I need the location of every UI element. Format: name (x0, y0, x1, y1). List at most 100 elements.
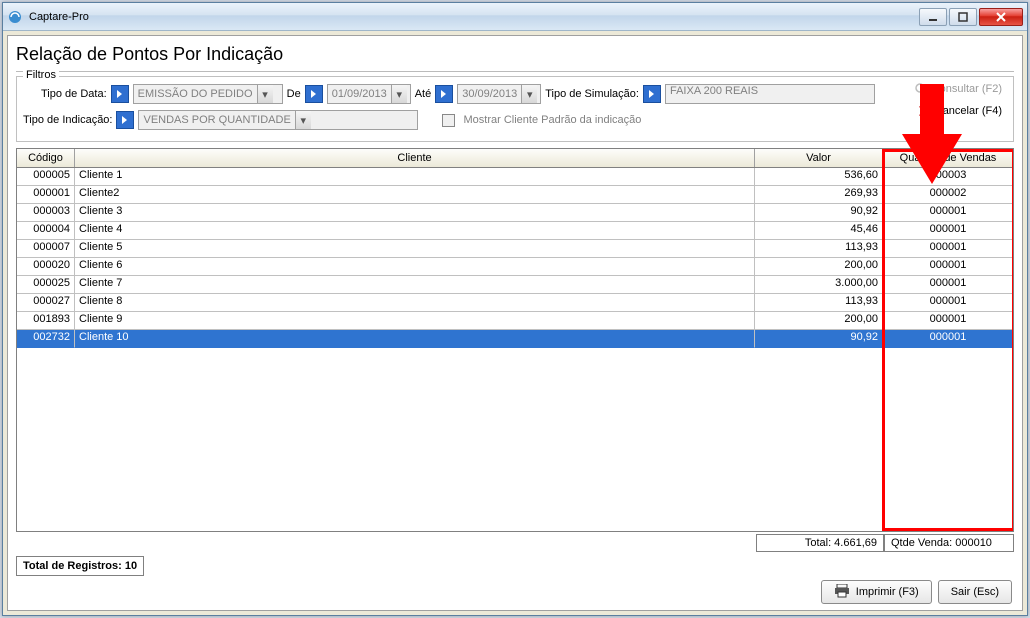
filters-legend: Filtros (23, 69, 59, 81)
table-row[interactable]: 000020Cliente 6200,00000001 (17, 258, 1013, 276)
cell-qtd: 000001 (883, 258, 1013, 276)
cell-codigo: 002732 (17, 330, 75, 348)
cell-cliente: Cliente 10 (75, 330, 755, 348)
cell-cliente: Cliente 4 (75, 222, 755, 240)
cancelar-button[interactable]: Cancelar (F4) (912, 102, 1009, 120)
cell-cliente: Cliente 1 (75, 168, 755, 186)
data-table: Código Cliente Valor Quantidade Vendas 0… (16, 148, 1014, 532)
table-row[interactable]: 000003Cliente 390,92000001 (17, 204, 1013, 222)
cell-cliente: Cliente 6 (75, 258, 755, 276)
table-row[interactable]: 000027Cliente 8113,93000001 (17, 294, 1013, 312)
cell-qtd: 000003 (883, 168, 1013, 186)
cell-qtd: 000001 (883, 294, 1013, 312)
th-codigo[interactable]: Código (17, 149, 75, 167)
cell-qtd: 000001 (883, 312, 1013, 330)
ate-value: 30/09/2013 (458, 88, 521, 100)
printer-icon (834, 584, 850, 601)
sair-button[interactable]: Sair (Esc) (938, 580, 1012, 604)
total-valor: Total: 4.661,69 (756, 534, 884, 552)
cell-cliente: Cliente2 (75, 186, 755, 204)
cell-valor: 536,60 (755, 168, 883, 186)
cell-codigo: 000007 (17, 240, 75, 258)
minimize-button[interactable] (919, 8, 947, 26)
app-icon (7, 9, 23, 25)
table-row[interactable]: 000005Cliente 1536,60000003 (17, 168, 1013, 186)
filter-actions: Consultar (F2) Cancelar (F4) (907, 79, 1009, 120)
cell-codigo: 001893 (17, 312, 75, 330)
tipo-ind-combo[interactable]: VENDAS POR QUANTIDADE ▾ (138, 110, 418, 130)
imprimir-button[interactable]: Imprimir (F3) (821, 580, 932, 604)
sair-label: Sair (Esc) (951, 586, 999, 598)
close-button[interactable] (979, 8, 1023, 26)
arrow-icon[interactable] (111, 85, 129, 103)
cell-valor: 45,46 (755, 222, 883, 240)
tipo-data-value: EMISSÃO DO PEDIDO (134, 88, 257, 100)
content-area: Relação de Pontos Por Indicação Filtros … (7, 35, 1023, 611)
table-row[interactable]: 000001Cliente2269,93000002 (17, 186, 1013, 204)
ate-date-combo[interactable]: 30/09/2013 ▾ (457, 84, 541, 104)
window-buttons (919, 8, 1023, 26)
mostrar-padrao-checkbox[interactable] (442, 114, 455, 127)
cell-codigo: 000027 (17, 294, 75, 312)
cell-codigo: 000004 (17, 222, 75, 240)
cell-qtd: 000001 (883, 276, 1013, 294)
cell-valor: 200,00 (755, 312, 883, 330)
table-row[interactable]: 002732Cliente 1090,92000001 (17, 330, 1013, 348)
cell-qtd: 000001 (883, 222, 1013, 240)
cell-codigo: 000003 (17, 204, 75, 222)
tipo-sim-input[interactable]: FAIXA 200 REAIS (665, 84, 875, 104)
th-valor[interactable]: Valor (755, 149, 883, 167)
bottom-bar: Imprimir (F3) Sair (Esc) (16, 576, 1014, 604)
ate-label: Até (415, 88, 432, 100)
arrow-icon[interactable] (435, 85, 453, 103)
cell-qtd: 000001 (883, 204, 1013, 222)
cell-codigo: 000005 (17, 168, 75, 186)
chevron-down-icon: ▾ (257, 85, 273, 103)
cell-codigo: 000001 (17, 186, 75, 204)
chevron-down-icon: ▾ (391, 85, 407, 103)
tipo-data-label: Tipo de Data: (41, 88, 107, 100)
table-row[interactable]: 001893Cliente 9200,00000001 (17, 312, 1013, 330)
cell-codigo: 000020 (17, 258, 75, 276)
registros-count: Total de Registros: 10 (16, 556, 144, 576)
cell-cliente: Cliente 9 (75, 312, 755, 330)
mostrar-padrao-label: Mostrar Cliente Padrão da indicação (463, 114, 641, 126)
maximize-button[interactable] (949, 8, 977, 26)
cancel-icon (919, 105, 931, 117)
table-row[interactable]: 000007Cliente 5113,93000001 (17, 240, 1013, 258)
chevron-down-icon: ▾ (295, 111, 311, 129)
cell-qtd: 000001 (883, 240, 1013, 258)
cancelar-label: Cancelar (F4) (935, 105, 1002, 117)
filter-row-1: Tipo de Data: EMISSÃO DO PEDIDO ▾ De 01/… (23, 83, 1007, 105)
table-header: Código Cliente Valor Quantidade Vendas (17, 149, 1013, 168)
cell-cliente: Cliente 7 (75, 276, 755, 294)
th-cliente[interactable]: Cliente (75, 149, 755, 167)
tipo-ind-value: VENDAS POR QUANTIDADE (139, 114, 294, 126)
table-row[interactable]: 000004Cliente 445,46000001 (17, 222, 1013, 240)
app-window: Captare-Pro Relação de Pontos Por Indica… (2, 2, 1028, 616)
imprimir-label: Imprimir (F3) (856, 586, 919, 598)
arrow-icon[interactable] (643, 85, 661, 103)
de-value: 01/09/2013 (328, 88, 391, 100)
th-qtd[interactable]: Quantidade Vendas (883, 149, 1013, 167)
titlebar[interactable]: Captare-Pro (3, 3, 1027, 31)
table-row[interactable]: 000025Cliente 73.000,00000001 (17, 276, 1013, 294)
cell-valor: 113,93 (755, 240, 883, 258)
totals-row: Total: 4.661,69 Qtde Venda: 000010 (16, 532, 1014, 554)
de-date-combo[interactable]: 01/09/2013 ▾ (327, 84, 411, 104)
cell-cliente: Cliente 5 (75, 240, 755, 258)
consultar-button[interactable]: Consultar (F2) (907, 79, 1009, 99)
cell-valor: 200,00 (755, 258, 883, 276)
tipo-data-combo[interactable]: EMISSÃO DO PEDIDO ▾ (133, 84, 283, 104)
tipo-sim-label: Tipo de Simulação: (545, 88, 639, 100)
arrow-icon[interactable] (305, 85, 323, 103)
de-label: De (287, 88, 301, 100)
chevron-down-icon: ▾ (521, 85, 537, 103)
cell-valor: 90,92 (755, 330, 883, 348)
cell-valor: 90,92 (755, 204, 883, 222)
cell-cliente: Cliente 3 (75, 204, 755, 222)
filter-row-2: Tipo de Indicação: VENDAS POR QUANTIDADE… (23, 109, 1007, 131)
arrow-icon[interactable] (116, 111, 134, 129)
table-body[interactable]: 000005Cliente 1536,60000003000001Cliente… (17, 168, 1013, 531)
cell-cliente: Cliente 8 (75, 294, 755, 312)
